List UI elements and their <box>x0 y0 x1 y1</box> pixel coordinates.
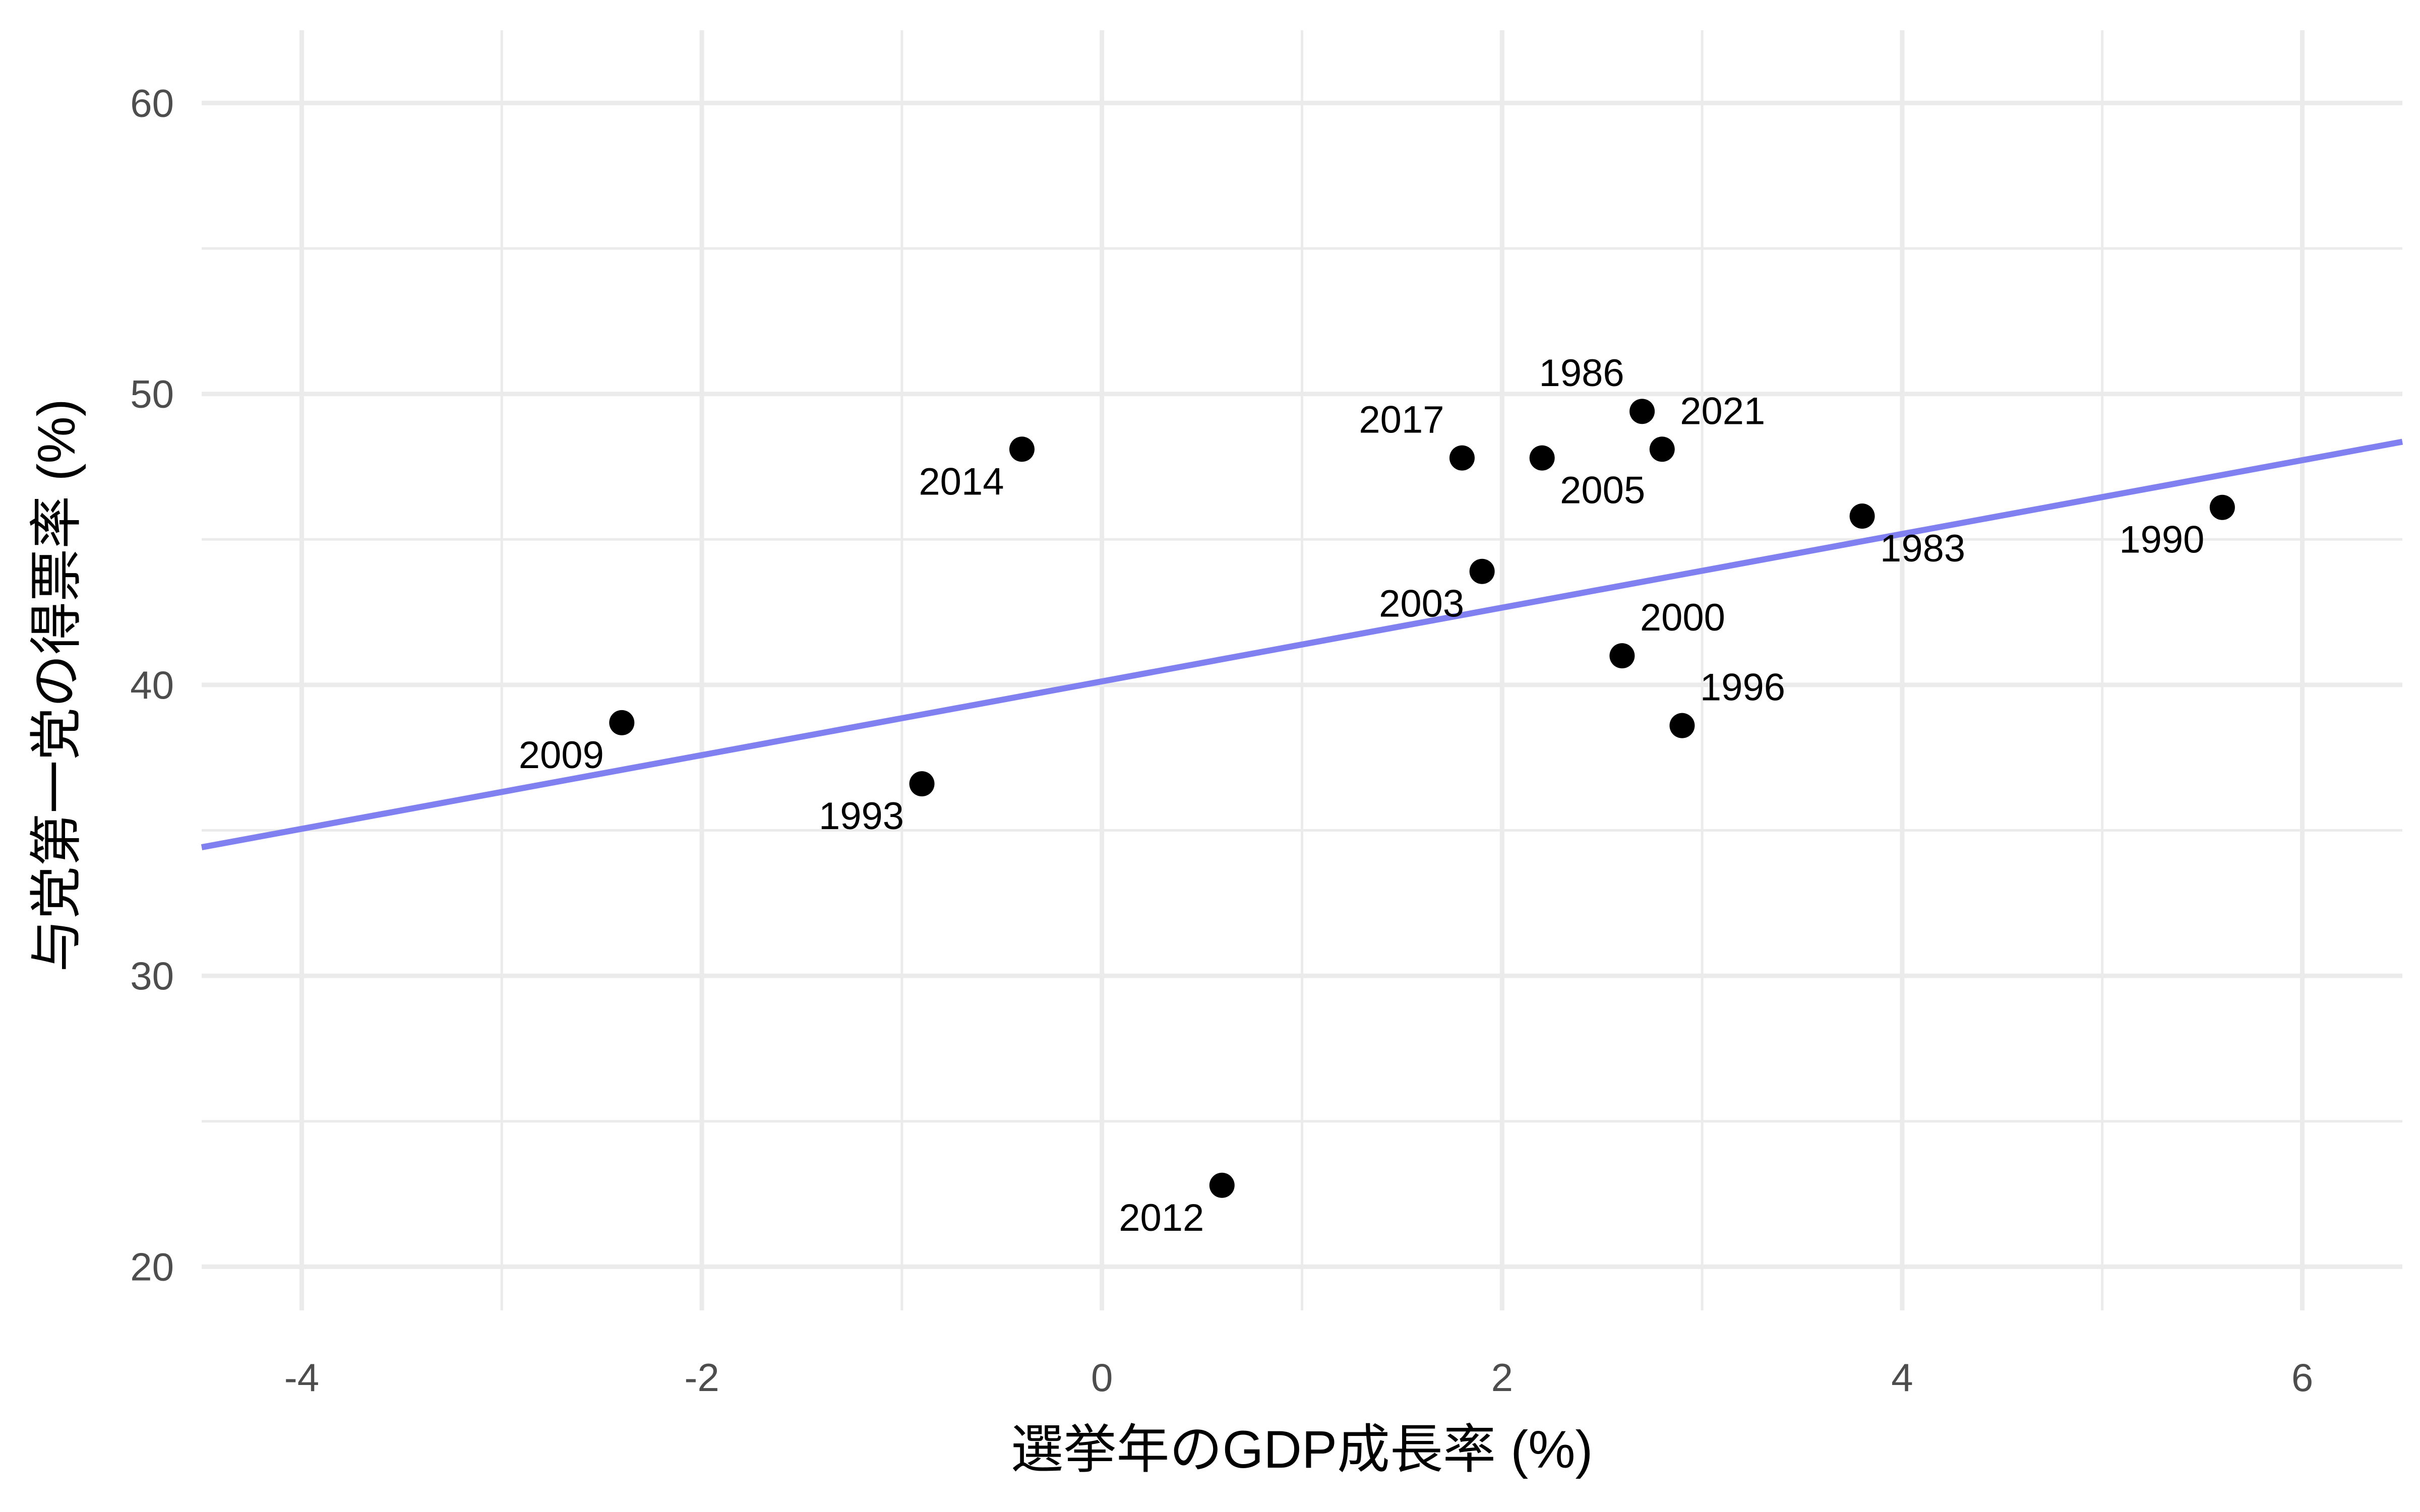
point-label: 1983 <box>1880 527 1965 570</box>
x-tick-label: 2 <box>1491 1355 1513 1400</box>
data-point <box>1209 1172 1235 1198</box>
point-labels: 1983 1986 1990 1993 1996 2000 2003 2005 2009 2012… <box>519 352 2205 1239</box>
point-label: 1986 <box>1539 352 1624 395</box>
data-point <box>1449 445 1475 471</box>
regression-line-group <box>201 438 2403 850</box>
y-tick-label: 20 <box>130 1244 174 1289</box>
point-label: 2000 <box>1640 596 1725 639</box>
x-tick-label: -4 <box>284 1355 319 1400</box>
point-label: 1993 <box>819 795 904 838</box>
y-tick-label: 30 <box>130 954 174 998</box>
point-label: 2005 <box>1560 469 1645 512</box>
data-point <box>909 771 935 797</box>
data-point <box>609 710 635 735</box>
x-tick-label: -2 <box>684 1355 719 1400</box>
y-tick-label: 60 <box>130 81 174 125</box>
data-point <box>1529 445 1555 471</box>
data-point <box>1669 713 1695 738</box>
x-tick-label: 6 <box>2291 1355 2313 1400</box>
x-tick-label: 0 <box>1091 1355 1113 1400</box>
point-label: 2009 <box>519 734 604 777</box>
data-point <box>1849 503 1875 529</box>
y-axis-title: 与党第一党の得票率 (%) <box>27 399 86 972</box>
data-point <box>1469 558 1495 584</box>
point-label: 2017 <box>1359 399 1444 442</box>
grid-lines <box>202 30 2402 1310</box>
point-label: 2021 <box>1680 390 1765 432</box>
x-axis-ticks: -4 -2 0 2 4 6 <box>284 1355 2314 1400</box>
data-point <box>1609 643 1635 669</box>
data-point <box>1009 436 1035 462</box>
point-label: 2014 <box>919 460 1004 503</box>
data-point <box>1629 399 1655 424</box>
point-label: 2012 <box>1119 1196 1204 1239</box>
regression-line <box>201 438 2403 850</box>
y-axis-ticks: 20 30 40 50 60 <box>130 81 174 1289</box>
data-point <box>2209 494 2235 520</box>
x-axis-title: 選挙年のGDP成長率 (%) <box>1010 1420 1593 1479</box>
point-label: 1996 <box>1700 666 1785 709</box>
y-tick-label: 50 <box>130 372 174 416</box>
point-label: 1990 <box>2119 519 2204 561</box>
data-point <box>1649 436 1675 462</box>
x-tick-label: 4 <box>1891 1355 1913 1400</box>
point-label: 2003 <box>1379 583 1464 625</box>
y-tick-label: 40 <box>130 663 174 707</box>
data-points <box>609 399 2235 1198</box>
